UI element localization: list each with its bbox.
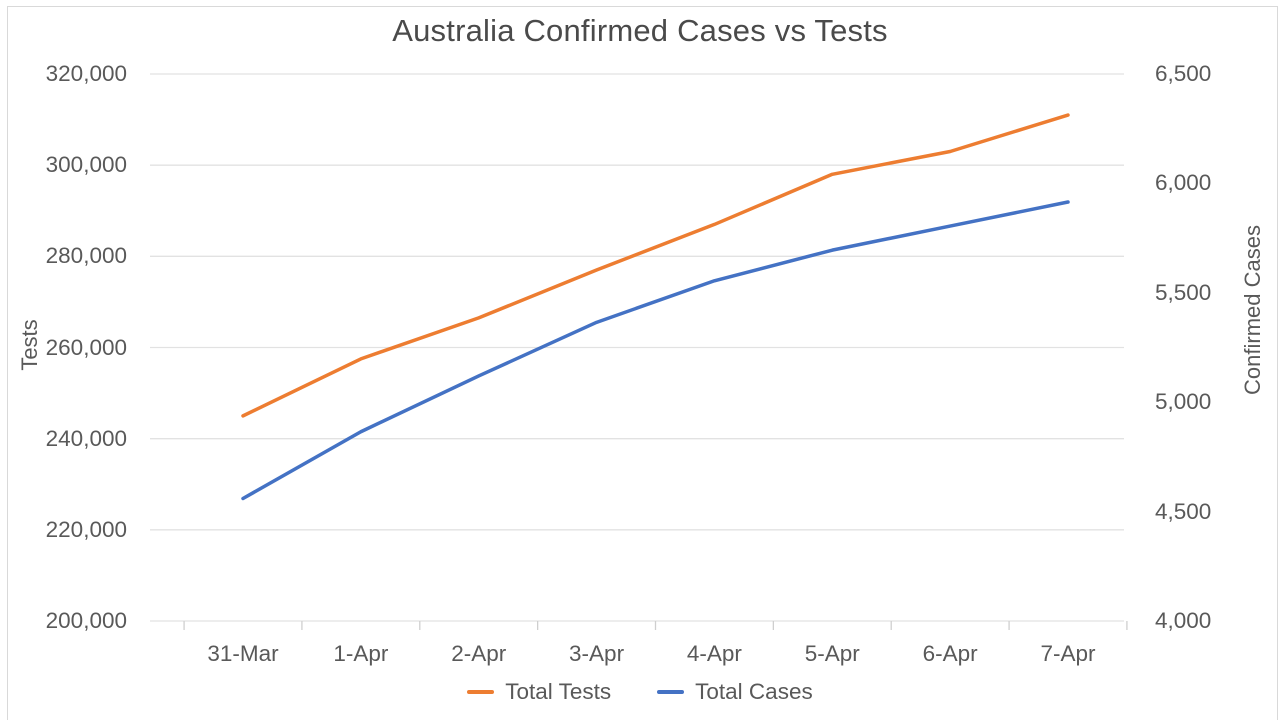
total-cases-line-swatch <box>657 690 685 694</box>
legend-label-total-cases: Total Cases <box>695 679 813 704</box>
right-axis-tick-label: 4,500 <box>1155 498 1212 524</box>
legend: Total Tests Total Cases <box>0 679 1280 705</box>
left-axis-tick-label: 200,000 <box>45 608 127 633</box>
x-axis-label: 3-Apr <box>569 641 625 666</box>
total-cases-line <box>241 200 1070 501</box>
left-axis-tick-label: 300,000 <box>45 152 127 178</box>
x-axis-label: 2-Apr <box>451 641 507 666</box>
left-axis-tick-label: 240,000 <box>45 425 127 451</box>
right-axis-tick-label: 4,000 <box>1155 608 1212 633</box>
x-axis-label: 1-Apr <box>333 641 389 666</box>
x-axis-label: 31-Mar <box>207 641 279 666</box>
left-axis-tick-label: 280,000 <box>45 243 127 269</box>
x-axis-label: 7-Apr <box>1040 641 1096 666</box>
right-axis-tick-label: 6,500 <box>1155 61 1212 86</box>
right-axis-tick-label: 5,500 <box>1155 279 1212 305</box>
right-axis-tick-label: 5,000 <box>1155 389 1212 415</box>
x-axis-label: 4-Apr <box>686 641 742 666</box>
total-tests-line <box>241 113 1070 418</box>
legend-item-total-tests: Total Tests <box>467 679 611 705</box>
x-axis-label: 5-Apr <box>804 641 860 666</box>
right-axis-tick-label: 6,000 <box>1155 170 1212 196</box>
left-axis-tick-label: 260,000 <box>45 334 127 360</box>
x-axis-label: 6-Apr <box>922 641 978 666</box>
legend-label-total-tests: Total Tests <box>505 679 612 704</box>
left-axis-tick-label: 320,000 <box>45 61 127 86</box>
total-tests-line-swatch <box>467 690 495 694</box>
left-axis-tick-label: 220,000 <box>45 516 127 542</box>
legend-item-total-cases: Total Cases <box>657 679 813 705</box>
chart-title: Australia Confirmed Cases vs Tests <box>392 13 888 48</box>
